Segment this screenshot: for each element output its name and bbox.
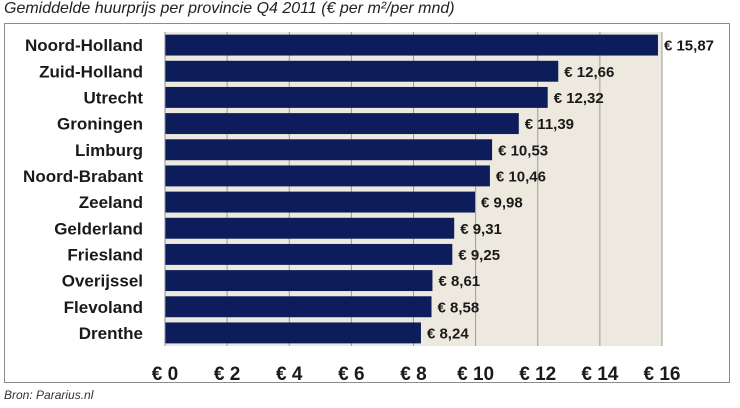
- bar: [165, 296, 432, 318]
- category-label: Overijssel: [62, 272, 143, 291]
- data-label: € 9,25: [458, 247, 500, 264]
- x-tick-label: € 6: [338, 364, 364, 385]
- bar: [165, 270, 433, 292]
- data-label: € 12,66: [564, 64, 614, 81]
- category-label: Flevoland: [64, 298, 143, 317]
- x-tick-label: € 12: [519, 364, 556, 385]
- data-label: € 8,58: [438, 299, 480, 316]
- data-label: € 10,46: [496, 168, 546, 185]
- chart-title: Gemiddelde huurprijs per provincie Q4 20…: [4, 0, 455, 17]
- category-label: Limburg: [75, 141, 143, 160]
- x-tick-label: € 8: [400, 364, 426, 385]
- bar: [165, 191, 476, 213]
- category-label: Utrecht: [83, 88, 143, 107]
- bar: [165, 139, 493, 161]
- source-note: Bron: Pararius.nl: [4, 388, 94, 402]
- bar: [165, 86, 548, 108]
- bar: [165, 113, 519, 135]
- bar: [165, 217, 455, 239]
- bar: [165, 165, 490, 187]
- x-tick-label: € 4: [276, 364, 303, 385]
- bar: [165, 322, 421, 344]
- x-tick-label: € 0: [152, 364, 178, 385]
- data-label: € 9,31: [460, 221, 502, 238]
- data-label: € 10,53: [498, 142, 548, 159]
- data-label: € 8,61: [438, 273, 480, 290]
- data-label: € 12,32: [554, 90, 604, 107]
- data-label: € 8,24: [427, 325, 469, 342]
- x-tick-label: € 10: [457, 364, 494, 385]
- data-label: € 11,39: [525, 116, 574, 133]
- category-label: Zeeland: [79, 193, 143, 212]
- x-tick-label: € 16: [644, 364, 681, 385]
- category-label: Gelderland: [54, 219, 143, 238]
- category-label: Zuid-Holland: [39, 62, 143, 81]
- bar: [165, 243, 453, 265]
- category-label: Drenthe: [79, 324, 143, 343]
- category-label: Noord-Holland: [25, 36, 143, 55]
- category-label: Groningen: [57, 115, 143, 134]
- bar: [165, 34, 658, 56]
- x-tick-label: € 2: [214, 364, 240, 385]
- bar: [165, 60, 559, 82]
- category-label: Friesland: [67, 245, 143, 264]
- data-label: € 15,87: [664, 38, 714, 55]
- category-label: Noord-Brabant: [23, 167, 143, 186]
- x-tick-label: € 14: [581, 364, 618, 385]
- data-label: € 9,98: [481, 195, 523, 212]
